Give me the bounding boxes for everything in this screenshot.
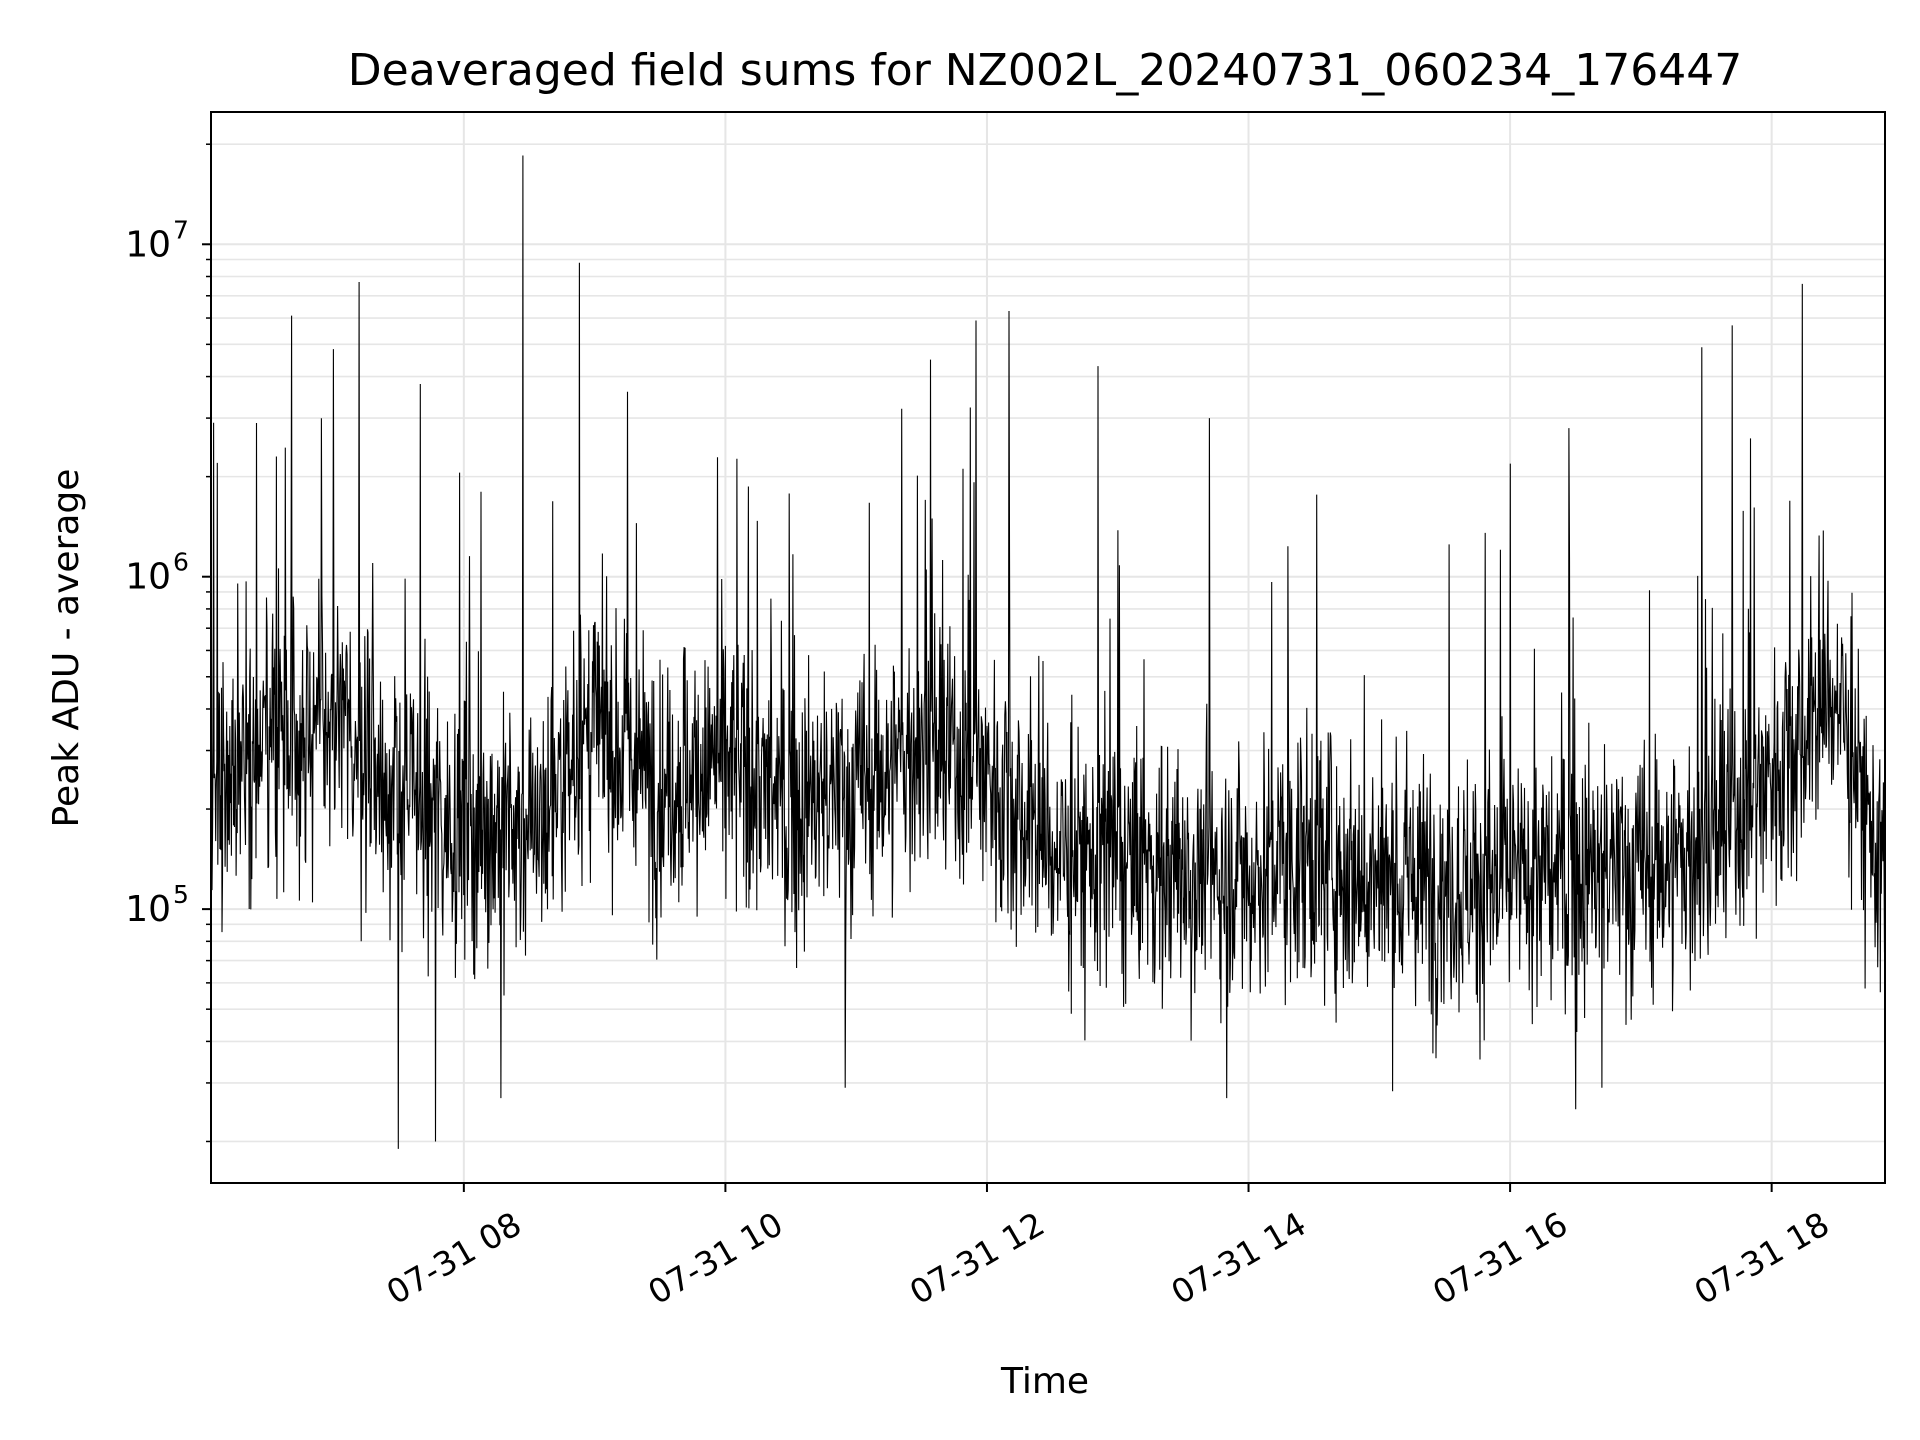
x-axis-label: Time bbox=[1000, 1361, 1089, 1402]
y-tick-label: 10 bbox=[125, 557, 171, 598]
y-tick-label-exponent: 6 bbox=[173, 548, 189, 577]
y-tick-label: 10 bbox=[125, 224, 171, 265]
y-tick-label: 10 bbox=[125, 889, 171, 930]
series-line bbox=[210, 155, 1886, 1149]
y-tick-label-exponent: 5 bbox=[173, 880, 189, 909]
y-tick-label-exponent: 7 bbox=[173, 215, 189, 244]
y-axis-label: Peak ADU - average bbox=[46, 469, 87, 828]
chart-title: Deaveraged field sums for NZ002L_2024073… bbox=[348, 45, 1742, 96]
y-axis-minor-ticks bbox=[206, 143, 211, 1143]
plot-frame bbox=[210, 111, 1886, 1184]
